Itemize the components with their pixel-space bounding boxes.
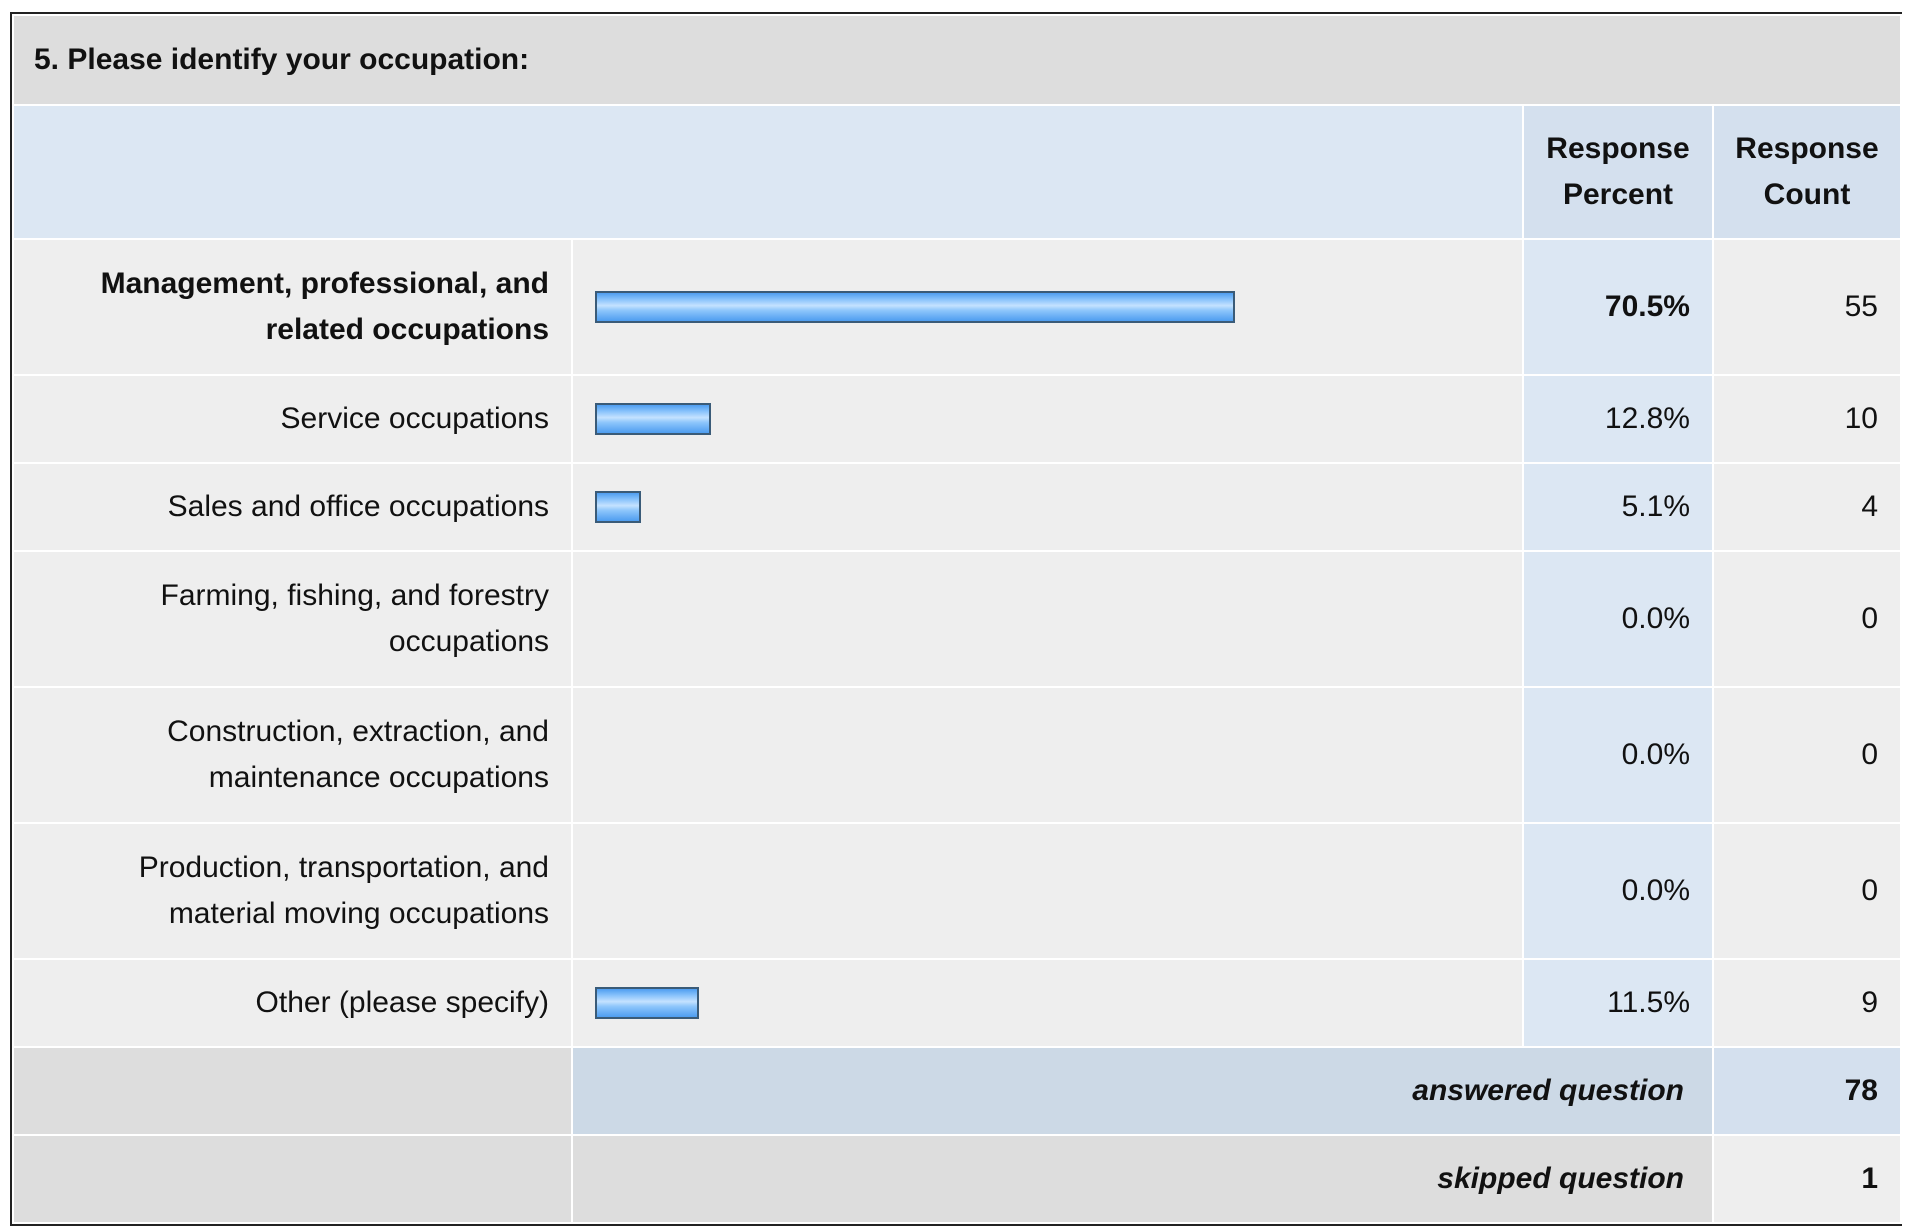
bar-cell: [571, 238, 1524, 376]
response-percent: 0.0%: [1522, 550, 1714, 688]
question-title-row: 5. Please identify your occupation:: [12, 14, 1902, 106]
table-row: Farming, fishing, and forestry occupatio…: [12, 550, 1902, 688]
answered-row: answered question 78: [12, 1046, 1902, 1136]
table-row: Service occupations 12.8% 10: [12, 374, 1902, 464]
category-label: Service occupations: [12, 374, 573, 464]
table-row: Other (please specify) 11.5% 9: [12, 958, 1902, 1048]
bar: [595, 403, 711, 435]
response-count: 0: [1712, 550, 1902, 688]
response-percent: 70.5%: [1522, 238, 1714, 376]
response-percent: 12.8%: [1522, 374, 1714, 464]
response-count: 4: [1712, 462, 1902, 552]
skipped-row: skipped question 1: [12, 1134, 1902, 1224]
bar-cell: [571, 374, 1524, 464]
bar: [595, 987, 699, 1019]
response-count: 55: [1712, 238, 1902, 376]
skipped-value: 1: [1712, 1134, 1902, 1224]
response-count: 10: [1712, 374, 1902, 464]
table-row: Production, transportation, and material…: [12, 822, 1902, 960]
header-blank: [12, 104, 1524, 240]
answered-label: answered question: [571, 1046, 1714, 1136]
header-row: Response Percent Response Count: [12, 104, 1902, 240]
table-row: Sales and office occupations 5.1% 4: [12, 462, 1902, 552]
bar-cell: [571, 686, 1524, 824]
category-label: Construction, extraction, and maintenanc…: [12, 686, 573, 824]
response-count: 0: [1712, 822, 1902, 960]
bar: [595, 491, 641, 523]
header-response-percent: Response Percent: [1522, 104, 1714, 240]
category-label: Production, transportation, and material…: [12, 822, 573, 960]
response-percent: 0.0%: [1522, 822, 1714, 960]
category-label: Farming, fishing, and forestry occupatio…: [12, 550, 573, 688]
bar-cell: [571, 462, 1524, 552]
results-table: 5. Please identify your occupation: Resp…: [12, 14, 1902, 1224]
table-row: Management, professional, and related oc…: [12, 238, 1902, 376]
category-label: Management, professional, and related oc…: [12, 238, 573, 376]
response-percent: 5.1%: [1522, 462, 1714, 552]
question-title: 5. Please identify your occupation:: [12, 14, 1902, 106]
header-response-count: Response Count: [1712, 104, 1902, 240]
response-count: 0: [1712, 686, 1902, 824]
category-label: Sales and office occupations: [12, 462, 573, 552]
bar-cell: [571, 550, 1524, 688]
data-rows: Management, professional, and related oc…: [12, 238, 1902, 1048]
table-row: Construction, extraction, and maintenanc…: [12, 686, 1902, 824]
response-count: 9: [1712, 958, 1902, 1048]
survey-results-panel: 5. Please identify your occupation: Resp…: [10, 12, 1902, 1226]
bar-cell: [571, 958, 1524, 1048]
summary-blank: [12, 1134, 573, 1224]
skipped-label: skipped question: [571, 1134, 1714, 1224]
category-label: Other (please specify): [12, 958, 573, 1048]
answered-value: 78: [1712, 1046, 1902, 1136]
response-percent: 11.5%: [1522, 958, 1714, 1048]
summary-blank: [12, 1046, 573, 1136]
response-percent: 0.0%: [1522, 686, 1714, 824]
bar-cell: [571, 822, 1524, 960]
bar: [595, 291, 1235, 323]
